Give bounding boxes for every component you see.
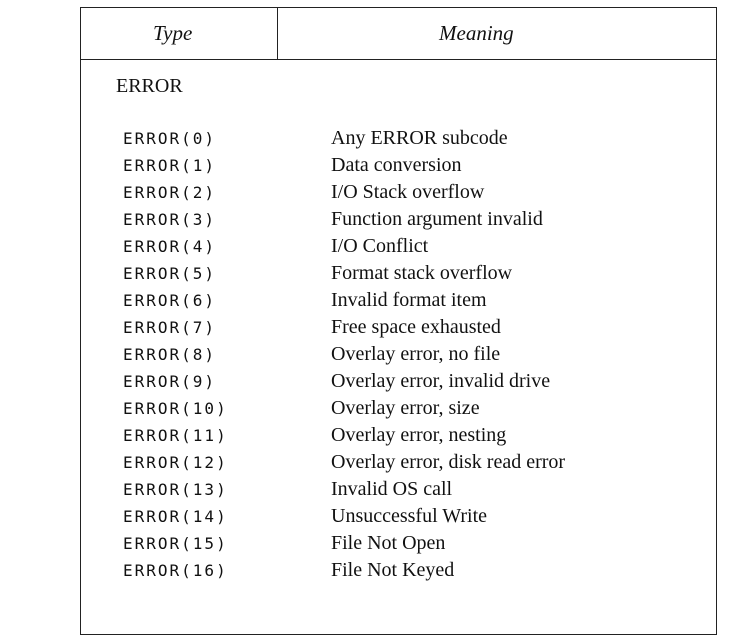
table-row: ERROR(14) Unsuccessful Write [81,504,716,531]
error-code: ERROR(3) [123,210,217,229]
error-code: ERROR(13) [123,480,228,499]
error-code: ERROR(16) [123,561,228,580]
table-row: ERROR(10) Overlay error, size [81,396,716,423]
error-meaning: Unsuccessful Write [331,505,488,527]
error-meaning: Overlay error, invalid drive [331,370,551,392]
table-header-row: Type Meaning [81,8,716,60]
table-row: ERROR(1) Data conversion [81,153,716,180]
error-meaning: I/O Conflict [331,235,429,257]
error-meaning: I/O Stack overflow [331,181,485,203]
error-meaning: Function argument invalid [331,208,543,230]
error-meaning: Overlay error, nesting [331,424,507,446]
error-code: ERROR(10) [123,399,228,418]
error-meaning: Overlay error, no file [331,343,501,365]
table-row: ERROR(9) Overlay error, invalid drive [81,369,716,396]
table-row: ERROR(16) File Not Keyed [81,558,716,585]
error-codes-table: Type Meaning ERROR ERROR(0) Any ERROR su… [80,7,717,635]
column-header-type: Type [153,21,193,45]
error-meaning: Data conversion [331,154,462,176]
column-divider [277,8,278,60]
error-code: ERROR(6) [123,291,217,310]
group-label: ERROR [116,75,183,97]
error-code: ERROR(0) [123,129,217,148]
error-code: ERROR(12) [123,453,228,472]
error-meaning: Invalid OS call [331,478,453,500]
table-row: ERROR(8) Overlay error, no file [81,342,716,369]
error-code: ERROR(5) [123,264,217,283]
table-body: ERROR(0) Any ERROR subcode ERROR(1) Data… [81,126,716,585]
error-meaning: Overlay error, size [331,397,480,419]
error-meaning: Invalid format item [331,289,487,311]
table-row: ERROR(12) Overlay error, disk read error [81,450,716,477]
error-meaning: File Not Keyed [331,559,455,581]
table-row: ERROR(7) Free space exhausted [81,315,716,342]
table-row: ERROR(0) Any ERROR subcode [81,126,716,153]
error-meaning: File Not Open [331,532,446,554]
error-meaning: Format stack overflow [331,262,513,284]
error-code: ERROR(14) [123,507,228,526]
table-row: ERROR(13) Invalid OS call [81,477,716,504]
error-meaning: Any ERROR subcode [331,127,508,149]
error-meaning: Free space exhausted [331,316,501,338]
error-code: ERROR(1) [123,156,217,175]
error-code: ERROR(7) [123,318,217,337]
error-code: ERROR(15) [123,534,228,553]
table-row: ERROR(6) Invalid format item [81,288,716,315]
table-row: ERROR(15) File Not Open [81,531,716,558]
table-row: ERROR(4) I/O Conflict [81,234,716,261]
table-row: ERROR(3) Function argument invalid [81,207,716,234]
table-row: ERROR(11) Overlay error, nesting [81,423,716,450]
error-code: ERROR(4) [123,237,217,256]
error-code: ERROR(9) [123,372,217,391]
table-row: ERROR(2) I/O Stack overflow [81,180,716,207]
error-code: ERROR(2) [123,183,217,202]
column-header-meaning: Meaning [439,21,514,45]
error-meaning: Overlay error, disk read error [331,451,566,473]
error-code: ERROR(8) [123,345,217,364]
error-code: ERROR(11) [123,426,228,445]
table-row: ERROR(5) Format stack overflow [81,261,716,288]
